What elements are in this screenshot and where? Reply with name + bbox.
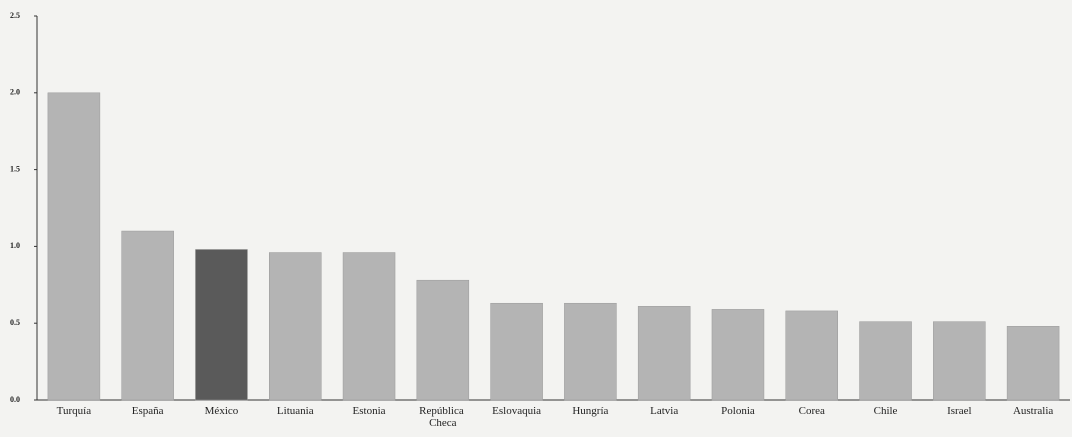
x-tick-label: Israel <box>947 405 971 417</box>
y-tick-label: 2.0 <box>10 88 20 97</box>
y-tick-label: 0.5 <box>10 318 20 327</box>
x-tick-label: Estonia <box>353 405 386 417</box>
x-tick-label: Chile <box>874 405 898 417</box>
y-tick-label: 0.0 <box>10 395 20 404</box>
bar <box>785 310 838 401</box>
bar <box>933 321 986 401</box>
x-tick-label: Australia <box>1013 405 1053 417</box>
bar <box>121 230 174 401</box>
x-tick-label: España <box>132 405 164 417</box>
x-tick-label: Lituania <box>277 405 314 417</box>
bar <box>859 321 912 401</box>
bar <box>637 306 691 401</box>
x-tick-label: Latvia <box>650 405 678 417</box>
bar <box>490 302 543 401</box>
x-tick-label: Turquía <box>57 405 92 417</box>
x-tick-label: Corea <box>799 405 825 417</box>
y-tick-label: 1.0 <box>10 241 20 250</box>
bar <box>47 92 101 401</box>
x-tick-label: México <box>205 405 239 417</box>
bar <box>195 249 248 401</box>
bar <box>342 252 396 401</box>
bar <box>416 279 470 401</box>
y-tick-label: 2.5 <box>10 11 20 20</box>
x-tick-label: Hungría <box>572 405 608 417</box>
x-tick-label: Polonia <box>721 405 755 417</box>
x-tick-label: República Checa <box>419 405 466 429</box>
bar <box>1006 326 1060 401</box>
bar <box>269 252 322 401</box>
x-tick-label: Eslovaquia <box>492 405 541 417</box>
bar <box>564 302 617 401</box>
y-tick-label: 1.5 <box>10 164 20 173</box>
bar <box>711 309 765 401</box>
